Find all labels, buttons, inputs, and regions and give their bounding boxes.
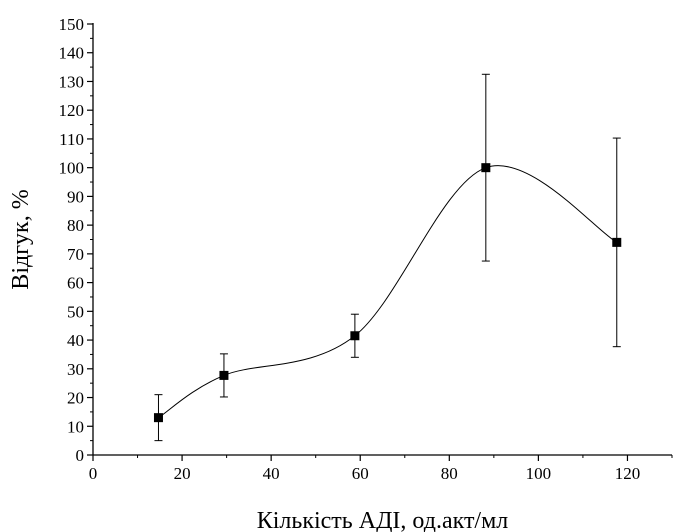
x-axis-ticks: 0 20 40 60 80 100 120 <box>89 455 673 483</box>
y-tick-label: 40 <box>67 331 84 350</box>
y-tick-label: 80 <box>67 216 84 235</box>
data-points <box>153 163 622 423</box>
x-tick-label: 60 <box>352 464 369 483</box>
error-bars <box>154 73 621 442</box>
x-tick-label: 80 <box>441 464 458 483</box>
y-tick-label: 0 <box>76 446 85 465</box>
x-tick-label: 20 <box>174 464 191 483</box>
x-tick-label: 0 <box>89 464 98 483</box>
y-tick-label: 90 <box>67 187 84 206</box>
x-tick-label: 40 <box>263 464 280 483</box>
y-tick-label: 30 <box>67 360 84 379</box>
data-point <box>219 370 229 380</box>
plot-frame <box>92 23 672 456</box>
y-tick-label: 130 <box>59 72 85 91</box>
y-tick-label: 100 <box>59 159 85 178</box>
x-tick-label: 120 <box>615 464 641 483</box>
y-tick-label: 10 <box>67 417 84 436</box>
y-tick-label: 70 <box>67 245 84 264</box>
y-tick-label: 120 <box>59 101 85 120</box>
y-axis-ticks: 0 10 20 30 40 50 60 70 80 90 100 110 120 130 140 150 <box>59 15 93 465</box>
y-tick-label: 60 <box>67 274 84 293</box>
x-axis-title: Кількість АДІ, од.акт/мл <box>257 508 509 532</box>
data-point <box>481 163 491 173</box>
y-tick-label: 110 <box>59 130 84 149</box>
data-point <box>153 413 163 423</box>
y-tick-label: 150 <box>59 15 85 34</box>
y-tick-label: 50 <box>67 302 84 321</box>
y-axis-title: Відгук, % <box>8 189 34 289</box>
x-tick-label: 100 <box>526 464 552 483</box>
y-tick-label: 140 <box>59 44 85 63</box>
data-point <box>350 331 360 341</box>
data-point <box>612 237 622 247</box>
y-tick-label: 20 <box>67 389 84 408</box>
